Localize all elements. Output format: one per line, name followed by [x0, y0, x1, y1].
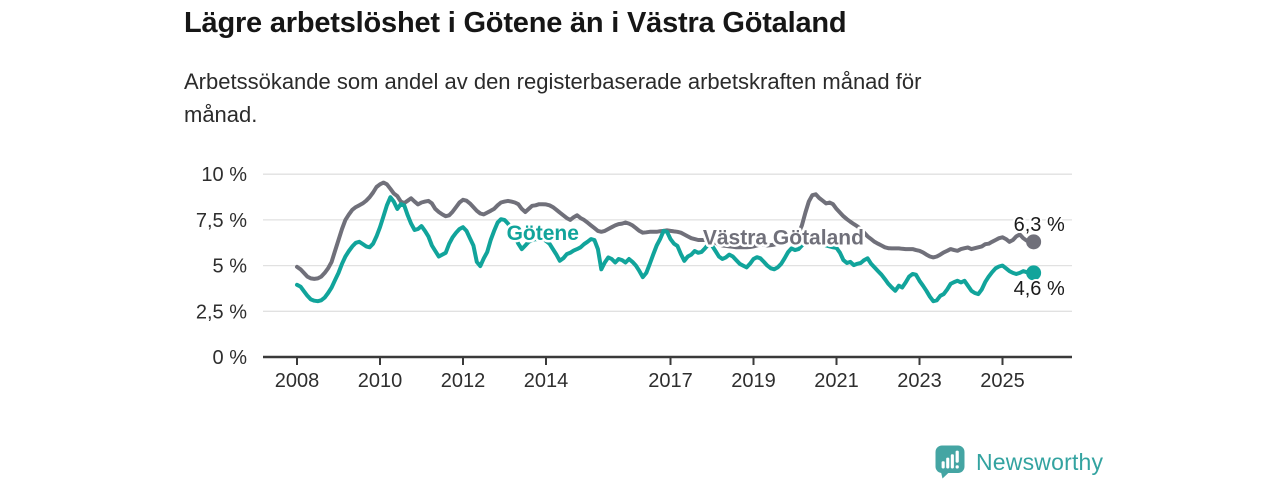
page-subtitle: Arbetssökande som andel av den registerb…	[184, 41, 1044, 131]
y-tick-label: 7,5 %	[196, 210, 247, 232]
series-name-label: Västra Götaland	[703, 226, 864, 249]
x-tick-label: 2008	[275, 370, 320, 392]
subtitle-line-2: månad.	[184, 102, 258, 128]
chart-gridlines: 10 % 7,5 % 5 % 2,5 % 0 %	[196, 164, 1072, 369]
y-tick-label: 0 %	[213, 347, 248, 369]
series-end-dot	[1026, 265, 1042, 281]
series-name-label: Götene	[507, 222, 579, 245]
x-tick-label: 2010	[358, 370, 403, 392]
series-end-dot	[1026, 234, 1042, 250]
series-end-value-label: 6,3 %	[1014, 214, 1065, 236]
x-tick-label: 2021	[814, 370, 859, 392]
series-end-value-label: 4,6 %	[1014, 278, 1065, 300]
x-tick-label: 2025	[980, 370, 1025, 392]
chart-series-lines	[295, 180, 1042, 304]
series-line	[295, 195, 1036, 304]
brand-name: Newsworthy	[976, 448, 1104, 475]
y-tick-label: 5 %	[213, 256, 248, 278]
x-tick-label: 2023	[897, 370, 942, 392]
newsworthy-logo-icon	[935, 445, 965, 479]
chart-header: Lägre arbetslöshet i Götene än i Västra …	[184, 0, 1044, 131]
chart-axes: 2008 2010 2012 2014 2017 2019 2021 2023 2025	[263, 355, 1072, 392]
logo-bars	[941, 450, 959, 469]
x-tick-label: 2019	[731, 370, 776, 392]
chart-annotations: 6,3 % 4,6 % Götene Västra Götaland	[504, 212, 1067, 302]
page-title: Lägre arbetslöshet i Götene än i Västra …	[184, 7, 847, 39]
y-tick-label: 2,5 %	[196, 301, 247, 323]
x-tick-label: 2017	[648, 370, 693, 392]
y-tick-label: 10 %	[201, 164, 247, 186]
x-tick-label: 2012	[441, 370, 486, 392]
brand-footer: Newsworthy	[935, 445, 1103, 479]
x-tick-label: 2014	[524, 370, 569, 392]
subtitle-line-1: Arbetssökande som andel av den registerb…	[184, 69, 922, 95]
